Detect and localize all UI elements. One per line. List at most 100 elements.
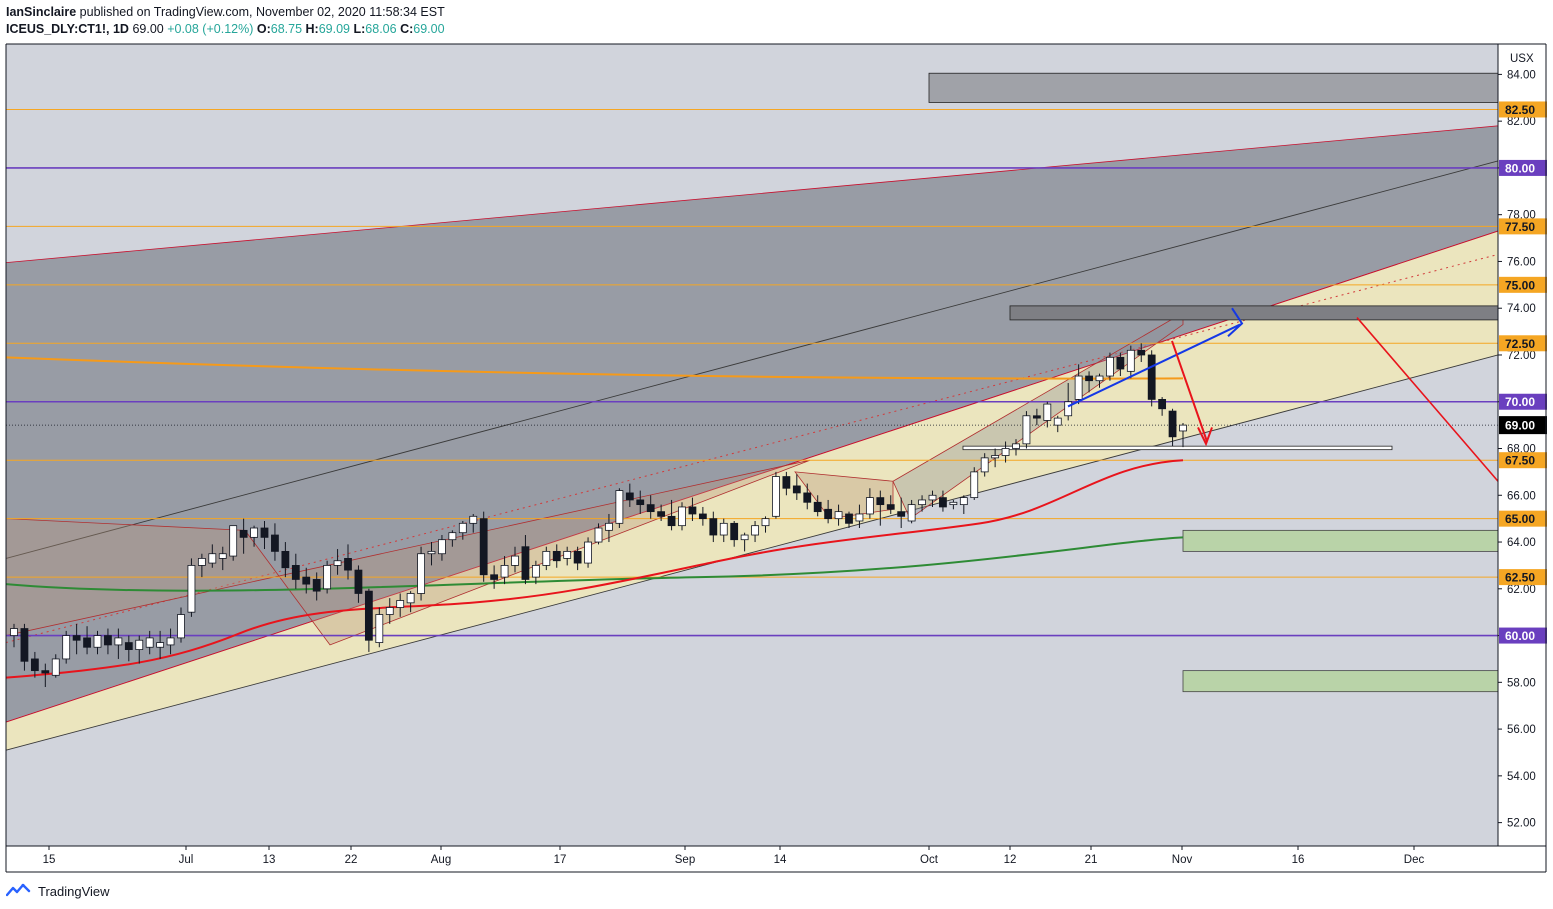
level-badge-label: 80.00 [1505,161,1535,175]
candle [10,623,18,648]
candle-body-down [312,579,321,592]
blue-arrow-head [1227,307,1244,338]
candle [239,518,248,554]
candle [479,511,488,582]
candle-body-down [83,637,91,648]
price-tick-label: 72.00 [1507,350,1536,362]
candle-body-down [636,499,645,506]
candle [135,635,144,664]
price-axis-bg [1498,44,1546,846]
candle-body-down [41,670,50,674]
blue-projection-arrow [1067,323,1241,408]
symbol-name[interactable]: ICEUS_DLY:CT1!, 1D [6,22,129,36]
candle-body-down [1032,415,1041,419]
tradingview-logo-icon[interactable] [6,883,32,899]
candle-body-up [177,614,185,639]
candle [427,542,436,566]
candle-body-up [1043,403,1052,421]
candle-body-up [740,534,749,541]
candle [104,628,112,655]
candle-body-up [62,635,71,660]
candle [1032,408,1041,426]
candle-body-down [490,574,499,580]
candle-body-up [1022,415,1031,445]
footer: TradingView [6,880,110,902]
candle-body-up [187,565,196,613]
candle [93,630,102,655]
time-tick-label: 15 [43,854,56,866]
footer-brand[interactable]: TradingView [38,883,110,899]
candle [41,663,50,688]
candle-body-up [375,614,384,643]
candle [709,511,718,543]
candle [824,499,833,524]
candle [375,607,384,648]
candle [354,565,363,603]
candle [991,448,1000,468]
time-tick-label: Oct [920,854,939,866]
candle-body-up [51,658,60,676]
time-tick-label: 17 [554,854,567,866]
candle [156,630,165,659]
candle [761,516,770,533]
high-label: H: [305,22,319,36]
candle [448,530,457,547]
supply-zone-top [928,72,1499,103]
candle [396,593,405,617]
time-tick-label: 21 [1085,854,1098,866]
time-axis[interactable]: 15 Jul 13 22 Aug 17 Sep 14 Oct 12 21 Nov 16 Dec [5,43,1547,873]
author-name[interactable]: IanSinclaire [6,5,77,19]
candle [897,497,906,529]
candle-body-down [124,642,133,650]
time-tick-label: Jul [179,854,194,866]
candle-body-down [625,492,634,501]
candle [385,598,394,624]
candle-body-down [657,511,666,517]
candle-body-up [584,541,592,564]
candle [302,567,311,594]
annotations-layer [1067,307,1499,482]
time-tick-label: Aug [431,854,451,866]
candle-body-up [333,560,342,566]
candle [229,525,238,561]
candle [62,630,71,664]
candle [458,520,467,540]
demand-zone-lower [1182,670,1499,693]
candle [438,535,446,561]
candle [1095,373,1104,388]
candle-body-down [479,518,488,576]
candle-body-down [239,529,248,538]
candle-body-up [1001,448,1010,456]
candle-body-down [521,546,530,580]
price-change: +0.08 (+0.12%) [167,22,254,36]
candle [20,623,29,671]
candle [949,499,958,510]
candle-body-down [30,658,39,672]
candle-body-down [1147,354,1156,400]
candle [740,532,749,552]
level-badge [1499,159,1547,176]
time-tick-label: 13 [263,854,276,866]
candle-body-up [10,628,18,636]
support-box [962,445,1393,451]
level-badge-label: 82.50 [1505,103,1535,117]
price-tick-label: 56.00 [1507,724,1536,736]
level-badge [1499,452,1547,469]
ma-50-red [5,459,1184,679]
candle [615,488,624,529]
candle [1168,408,1177,447]
candle-body-up [980,457,989,473]
candle [678,502,686,531]
candle-body-down [845,513,853,524]
candle [886,495,895,514]
price-tick-label: 66.00 [1507,490,1536,502]
candle-body-down [1085,375,1093,382]
candle-body-up [970,471,979,499]
candle-body-up [156,642,165,648]
candle-body-down [1158,399,1167,410]
publish-text: published on TradingView.com, November 0… [79,5,445,19]
candle [291,553,300,589]
price-axis[interactable]: USX84.0082.0080.0078.0076.0074.0072.0070… [1497,44,1547,846]
candle-body-up [615,490,624,524]
